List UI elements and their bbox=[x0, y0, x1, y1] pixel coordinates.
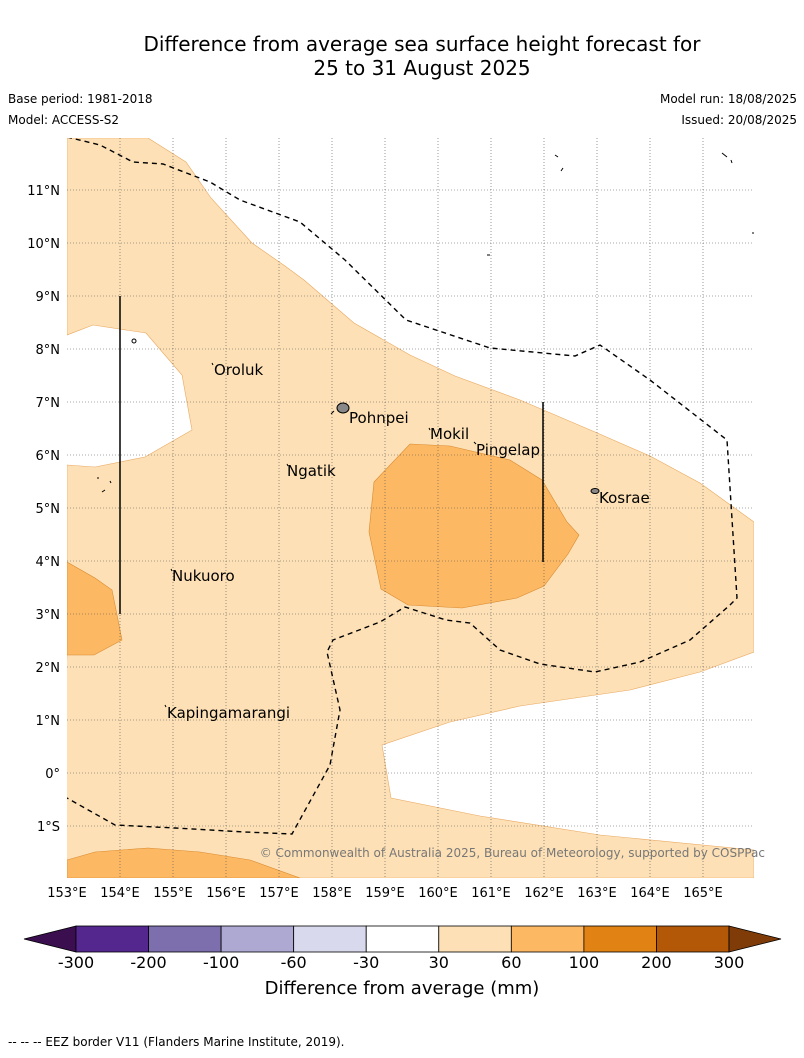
longitude-label: 153°E bbox=[47, 886, 87, 901]
place-label-kosrae: Kosrae bbox=[599, 489, 650, 507]
colorbar-tick-label: 60 bbox=[501, 953, 522, 972]
colorbar-tick-label: -200 bbox=[130, 953, 167, 972]
issued-date: Issued: 20/08/2025 bbox=[681, 113, 797, 127]
colorbar-tick-label: -100 bbox=[202, 953, 240, 972]
longitude-label: 158°E bbox=[312, 886, 352, 901]
latitude-label: 2°N bbox=[36, 661, 61, 676]
island-outline bbox=[131, 338, 137, 344]
colorbar-bin bbox=[365, 925, 440, 953]
place-label-nukuoro: Nukuoro bbox=[172, 567, 235, 585]
place-markers bbox=[164, 362, 477, 708]
copyright-notice: © Commonwealth of Australia 2025, Bureau… bbox=[260, 846, 765, 860]
colorbar-tick-label: 100 bbox=[568, 953, 600, 972]
colorbar-tick-label: 200 bbox=[641, 953, 672, 972]
colorbar-bin bbox=[220, 925, 295, 953]
longitude-label: 161°E bbox=[471, 886, 511, 901]
latitude-label: 9°N bbox=[36, 290, 61, 305]
latitude-labels: 11°N 10°N 9°N 8°N 7°N 6°N 5°N 4°N 3°N 2°N 1°N 0° 1°S bbox=[27, 184, 60, 835]
colorbar-tick-label: -300 bbox=[57, 953, 95, 972]
latitude-label: 10°N bbox=[27, 237, 60, 252]
longitude-label: 160°E bbox=[418, 886, 458, 901]
model-run: Model run: 18/08/2025 bbox=[659, 92, 797, 106]
place-label-oroluk: Oroluk bbox=[214, 361, 263, 379]
colorbar-bin bbox=[293, 925, 367, 953]
title-line-2: 25 to 31 August 2025 bbox=[313, 56, 531, 80]
small-islets bbox=[97, 152, 754, 493]
colorbar-tick-label: 30 bbox=[428, 953, 449, 972]
longitude-label: 156°E bbox=[206, 886, 246, 901]
colorbar-bin bbox=[656, 925, 730, 953]
map-title: Difference from average sea surface heig… bbox=[0, 32, 804, 80]
longitude-label: 157°E bbox=[259, 886, 299, 901]
longitude-label: 164°E bbox=[630, 886, 670, 901]
map-area bbox=[67, 138, 754, 878]
latitude-label: 0° bbox=[45, 767, 60, 782]
longitude-label: 162°E bbox=[524, 886, 564, 901]
colorbar-bin bbox=[583, 925, 657, 953]
title-line-1: Difference from average sea surface heig… bbox=[143, 32, 701, 56]
latitude-label: 8°N bbox=[36, 343, 61, 358]
colorbar-tick-label: -60 bbox=[280, 953, 307, 972]
place-label-mokil: Mokil bbox=[430, 425, 469, 443]
base-period: Base period: 1981-2018 bbox=[8, 92, 153, 106]
longitude-label: 163°E bbox=[577, 886, 617, 901]
latitude-label: 11°N bbox=[27, 184, 60, 199]
colorbar-bin bbox=[75, 925, 149, 953]
place-label-ngatik: Ngatik bbox=[287, 462, 336, 480]
eez-footnote: -- -- -- EEZ border V11 (Flanders Marine… bbox=[8, 1035, 345, 1049]
longitude-label: 155°E bbox=[153, 886, 193, 901]
colorbar-bin bbox=[148, 925, 222, 953]
anomaly-region-60-100-west bbox=[67, 561, 123, 656]
latitude-label: 1°N bbox=[36, 714, 61, 729]
longitude-labels: 153°E 154°E 155°E 156°E 157°E 158°E 159°E 160°E… bbox=[47, 886, 723, 901]
model-name: Model: ACCESS-S2 bbox=[8, 113, 120, 127]
latitude-label: 3°N bbox=[36, 608, 61, 623]
colorbar-title: Difference from average (mm) bbox=[264, 978, 540, 999]
kosrae-island bbox=[590, 488, 600, 494]
islands bbox=[97, 152, 754, 494]
place-label-pohnpei: Pohnpei bbox=[349, 409, 409, 427]
pohnpei-island bbox=[336, 402, 350, 414]
graticule bbox=[67, 138, 754, 878]
latitude-label: 4°N bbox=[36, 555, 61, 570]
latitude-label: 1°S bbox=[37, 820, 60, 835]
colorbar-bin bbox=[438, 925, 512, 953]
anomaly-region-60-100-south bbox=[67, 847, 301, 878]
colorbar bbox=[23, 925, 782, 953]
colorbar-tick-label: 300 bbox=[713, 953, 745, 972]
longitude-label: 159°E bbox=[365, 886, 405, 901]
longitude-label: 165°E bbox=[683, 886, 723, 901]
place-label-kapingamarangi: Kapingamarangi bbox=[167, 704, 290, 722]
latitude-label: 5°N bbox=[36, 502, 61, 517]
latitude-label: 6°N bbox=[36, 449, 61, 464]
colorbar-tick-label: -30 bbox=[353, 953, 380, 972]
longitude-label: 154°E bbox=[100, 886, 140, 901]
colorbar-bin bbox=[510, 925, 585, 953]
eez-border bbox=[67, 138, 738, 835]
latitude-label: 7°N bbox=[36, 396, 61, 411]
colorbar-low-extend bbox=[23, 925, 77, 953]
colorbar-high-extend bbox=[728, 925, 782, 953]
place-label-pingelap: Pingelap bbox=[476, 441, 540, 459]
